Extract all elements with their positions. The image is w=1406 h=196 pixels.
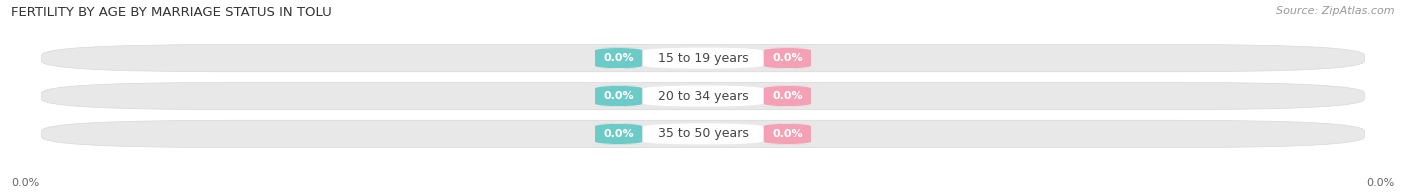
FancyBboxPatch shape xyxy=(42,82,1364,110)
Text: 20 to 34 years: 20 to 34 years xyxy=(658,90,748,103)
Text: FERTILITY BY AGE BY MARRIAGE STATUS IN TOLU: FERTILITY BY AGE BY MARRIAGE STATUS IN T… xyxy=(11,6,332,19)
FancyBboxPatch shape xyxy=(756,85,818,107)
FancyBboxPatch shape xyxy=(643,47,763,69)
FancyBboxPatch shape xyxy=(588,123,650,145)
FancyBboxPatch shape xyxy=(643,123,763,145)
Text: 0.0%: 0.0% xyxy=(603,91,634,101)
Text: 0.0%: 0.0% xyxy=(772,53,803,63)
FancyBboxPatch shape xyxy=(756,47,818,69)
Text: 0.0%: 0.0% xyxy=(772,129,803,139)
FancyBboxPatch shape xyxy=(42,44,1364,72)
Text: 0.0%: 0.0% xyxy=(603,53,634,63)
FancyBboxPatch shape xyxy=(588,47,650,69)
Text: 0.0%: 0.0% xyxy=(1367,178,1395,188)
Text: 0.0%: 0.0% xyxy=(11,178,39,188)
Text: 0.0%: 0.0% xyxy=(603,129,634,139)
FancyBboxPatch shape xyxy=(588,85,650,107)
Text: Source: ZipAtlas.com: Source: ZipAtlas.com xyxy=(1277,6,1395,16)
FancyBboxPatch shape xyxy=(42,120,1364,148)
Text: 15 to 19 years: 15 to 19 years xyxy=(658,52,748,65)
Text: 35 to 50 years: 35 to 50 years xyxy=(658,127,748,140)
Text: 0.0%: 0.0% xyxy=(772,91,803,101)
FancyBboxPatch shape xyxy=(756,123,818,145)
FancyBboxPatch shape xyxy=(643,85,763,107)
